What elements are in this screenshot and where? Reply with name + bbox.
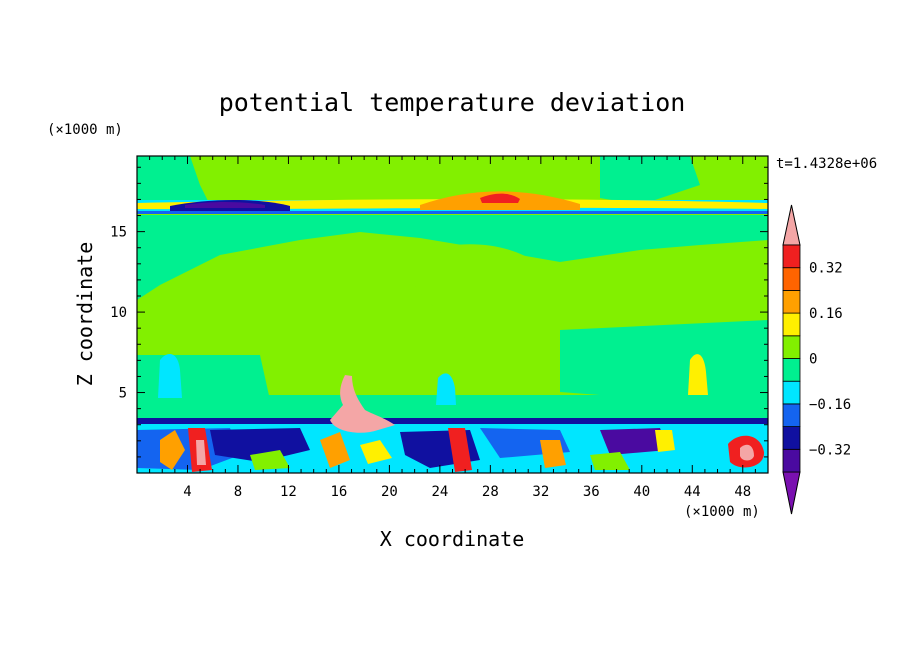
colorbar-segment (782, 312, 801, 337)
contour-band (480, 193, 520, 203)
contour-region (590, 452, 630, 470)
y-tick-label: 15 (110, 225, 127, 241)
colorbar-tick-label: −0.32 (809, 442, 851, 458)
colorbar-segment (782, 289, 801, 314)
contour-region (137, 215, 768, 300)
contour-region (560, 320, 768, 398)
contour-region (320, 432, 350, 468)
contour-region (270, 275, 350, 330)
contour-region (196, 440, 206, 465)
colorbar-segment (782, 380, 801, 405)
y-axis-label: Z coordinate (73, 242, 97, 387)
colorbar-segment (782, 358, 801, 382)
x-unit-label: (×1000 m) (684, 504, 760, 520)
colorbar-segment (782, 267, 801, 291)
contour-region (250, 450, 290, 470)
contour-region (600, 428, 668, 455)
colorbar-segment (782, 448, 801, 473)
contour-region (137, 156, 210, 205)
x-axis-label: X coordinate (380, 527, 525, 551)
contour-region (540, 440, 566, 468)
colorbar-tick-label: 0.16 (809, 306, 843, 322)
contour-region (160, 430, 185, 470)
contour-region (600, 156, 700, 205)
chart-title: potential temperature deviation (219, 88, 686, 117)
y-axis: 5 10 15 (110, 166, 768, 458)
colorbar-tick-label: 0.32 (809, 261, 843, 277)
x-tick-label: 24 (431, 484, 448, 500)
x-tick-label: 44 (684, 484, 701, 500)
x-tick-label: 16 (330, 484, 347, 500)
x-tick-label: 36 (583, 484, 600, 500)
contour-region (210, 428, 310, 462)
x-tick-label: 12 (280, 484, 297, 500)
colorbar-segment (782, 244, 801, 269)
time-label: t=1.4328e+06 (776, 156, 877, 172)
contour-band (137, 211, 768, 214)
contour-region (655, 430, 675, 452)
x-tick-label: 40 (633, 484, 650, 500)
colorbar: −0.32 −0.16 0 0.16 0.32 (782, 204, 851, 515)
colorbar-bottom-triangle (782, 471, 801, 515)
x-tick-label: 48 (734, 484, 751, 500)
colorbar-tick-label: −0.16 (809, 397, 851, 413)
contour-region (360, 440, 392, 464)
contour-region (740, 444, 754, 461)
contour-band (137, 418, 768, 424)
contour-region (413, 244, 558, 365)
colorbar-tick-label: 0 (809, 352, 817, 368)
x-tick-label: 32 (532, 484, 549, 500)
x-tick-label: 28 (482, 484, 499, 500)
y-unit-label: (×1000 m) (47, 122, 123, 138)
contour-region (688, 354, 708, 395)
x-axis: 4 8 12 16 20 24 28 32 36 40 44 48 (149, 156, 756, 500)
contour-region (448, 428, 472, 472)
contour-region (137, 395, 768, 418)
colorbar-top-triangle (782, 204, 801, 246)
contour-region (330, 375, 395, 433)
x-tick-label: 4 (183, 484, 191, 500)
y-tick-label: 5 (119, 386, 127, 402)
x-tick-label: 8 (234, 484, 242, 500)
y-tick-label: 10 (110, 305, 127, 321)
contour-field (137, 156, 768, 473)
contour-region (436, 373, 456, 405)
contour-region (137, 355, 270, 400)
contour-region (158, 354, 182, 398)
contour-band (185, 202, 265, 208)
x-tick-label: 20 (381, 484, 398, 500)
colorbar-segment (782, 426, 801, 450)
colorbar-segment (782, 335, 801, 359)
colorbar-segment (782, 403, 801, 427)
